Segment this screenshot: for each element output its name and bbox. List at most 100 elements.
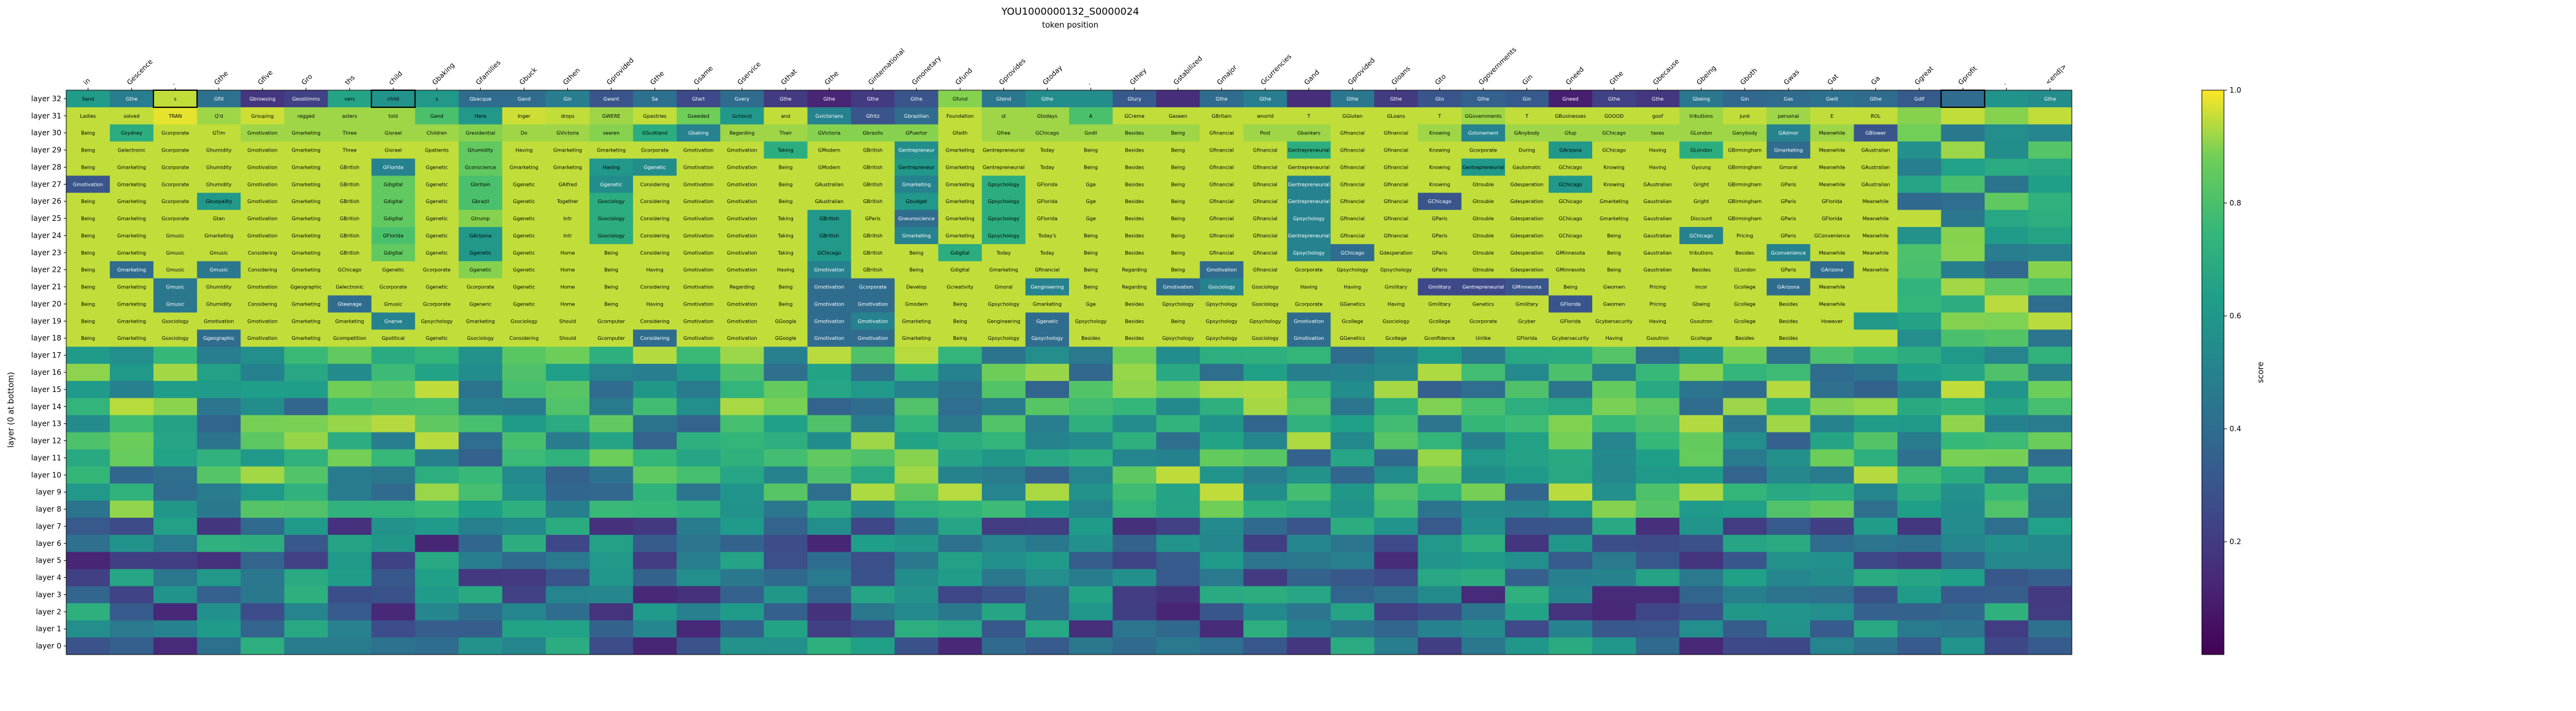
heatmap-cell <box>1417 552 1462 570</box>
heatmap-cell <box>1069 210 1113 228</box>
heatmap-cell <box>1113 312 1157 330</box>
cell-token-label: GGenetics <box>1340 301 1365 307</box>
cell-token-label: Gneed <box>1562 96 1578 102</box>
cell-token-label: Children <box>427 131 447 136</box>
cell-token-label: Besides <box>1125 318 1144 324</box>
heatmap-cell <box>284 534 329 553</box>
heatmap-cell <box>1505 552 1549 570</box>
heatmap-cell <box>1069 312 1113 330</box>
heatmap-cell <box>502 449 546 467</box>
cell-token-label: Gthe <box>2044 96 2056 102</box>
heatmap-cell <box>1723 227 1767 245</box>
heatmap-cell <box>110 227 154 245</box>
cell-token-label: Gdesperation <box>1510 250 1543 256</box>
heatmap-cell <box>1025 210 1070 228</box>
x-tick-label: <end|> <box>2044 63 2068 87</box>
heatmap-cell <box>807 398 852 416</box>
heatmap-cell <box>1548 278 1593 296</box>
heatmap-cell <box>1766 295 1811 313</box>
y-tick-label: layer 16 <box>31 368 61 377</box>
heatmap-cell <box>894 517 939 536</box>
heatmap-cell <box>458 586 503 604</box>
heatmap-cell <box>1113 534 1157 553</box>
heatmap-cell <box>1679 193 1723 210</box>
cell-token-label: Gmarketing <box>1774 148 1803 153</box>
heatmap-cell <box>415 193 459 210</box>
heatmap-cell <box>66 244 110 262</box>
heatmap-cell <box>1200 466 1244 484</box>
heatmap-cell <box>1330 141 1375 159</box>
cell-token-label: Gmotivation <box>727 267 757 273</box>
heatmap-cell <box>66 449 110 467</box>
heatmap-cell <box>1374 295 1419 313</box>
heatmap-cell <box>2028 295 2072 313</box>
heatmap-cell <box>764 175 808 193</box>
heatmap-cell <box>1766 620 1811 638</box>
heatmap-cell <box>1417 603 1462 621</box>
cell-token-label: Ggenetic <box>513 182 535 187</box>
cell-token-label: Gpsychology <box>1380 267 1412 273</box>
heatmap-cell <box>2028 124 2072 142</box>
cell-token-label: GBritish <box>819 233 839 239</box>
heatmap-cell <box>1984 432 2029 450</box>
heatmap-cell <box>1984 210 2029 228</box>
heatmap-cell <box>1636 107 1680 125</box>
heatmap-cell <box>66 193 110 210</box>
heatmap-cell <box>1069 517 1113 536</box>
cell-token-label: Gmotivation <box>247 336 277 341</box>
cell-token-label: GAustralian <box>815 182 844 187</box>
cell-token-label: Gmarketing <box>291 199 320 204</box>
heatmap-cell <box>807 620 852 638</box>
cell-token-label: Gsociology <box>1252 285 1279 290</box>
cell-token-label: Being <box>779 164 793 170</box>
heatmap-cell <box>1330 347 1375 364</box>
heatmap-cell <box>851 415 895 433</box>
heatmap-cell <box>1461 90 1506 108</box>
cell-token-label: solved <box>124 113 140 119</box>
cell-token-label: Gmotivation <box>814 318 844 324</box>
cell-token-label: Having <box>646 267 664 273</box>
heatmap-cell <box>284 278 329 296</box>
cell-token-label: GParis <box>1432 233 1447 239</box>
heatmap-cell <box>1723 193 1767 210</box>
heatmap-cell <box>1941 329 1985 347</box>
heatmap-cell <box>284 432 329 450</box>
heatmap-cell <box>1766 517 1811 536</box>
heatmap-cell <box>1417 483 1462 501</box>
heatmap-cell <box>1461 175 1506 193</box>
cell-token-label: Gisrael <box>385 131 402 136</box>
heatmap-cell <box>1243 586 1287 604</box>
heatmap-cell <box>1723 569 1767 586</box>
y-tick-label: layer 28 <box>31 163 61 171</box>
heatmap-cell <box>1636 295 1680 313</box>
heatmap-cell <box>1156 295 1200 313</box>
heatmap-cell <box>1636 534 1680 553</box>
heatmap-cell <box>1200 90 1244 108</box>
cell-token-label: Gfinancial <box>1384 182 1408 187</box>
cell-token-label: Gmotivation <box>1163 285 1193 290</box>
cell-token-label: Besides <box>1735 250 1754 256</box>
heatmap-cell <box>589 278 634 296</box>
heatmap-cell <box>1636 158 1680 176</box>
heatmap-cell <box>458 364 503 382</box>
cell-token-label: GParis <box>1781 199 1796 204</box>
heatmap-cell <box>66 347 110 364</box>
cell-token-label: Gteenage <box>337 301 361 307</box>
heatmap-cell <box>938 432 983 450</box>
heatmap-cell <box>1287 210 1332 228</box>
heatmap-cell <box>1287 380 1332 399</box>
heatmap-cell <box>1766 432 1811 450</box>
cell-token-label: Gcollege <box>1429 318 1451 324</box>
heatmap-cell <box>197 364 241 382</box>
heatmap-cell <box>677 227 721 245</box>
heatmap-cell <box>1113 620 1157 638</box>
heatmap-cell <box>502 637 546 655</box>
cell-token-label: Gdesperation <box>1510 216 1543 221</box>
heatmap-cell <box>545 124 590 142</box>
cell-token-label: Gmarketing <box>553 164 582 170</box>
heatmap-cell <box>633 278 677 296</box>
heatmap-cell <box>371 329 416 347</box>
heatmap-cell <box>1941 637 1985 655</box>
heatmap-cell <box>981 637 1026 655</box>
heatmap-cell <box>1984 415 2029 433</box>
